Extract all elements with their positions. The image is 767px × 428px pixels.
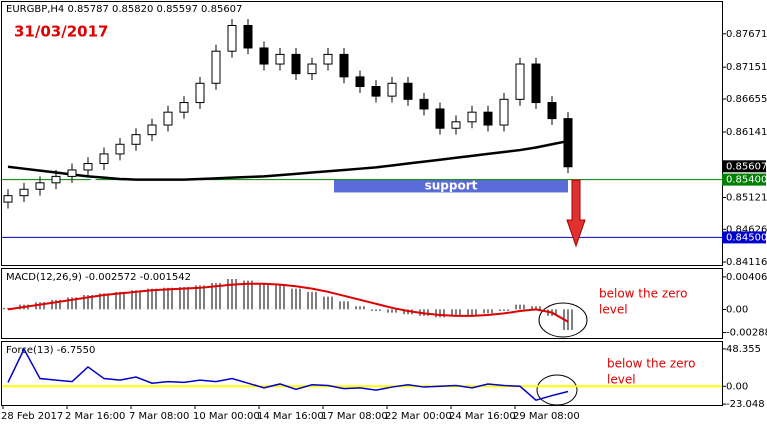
force-title: Force(13) -6.7550	[6, 345, 95, 356]
target-arrow	[566, 179, 586, 248]
zone-label: support	[425, 179, 478, 193]
candle-body	[163, 111, 173, 126]
candle-body	[499, 98, 509, 126]
x-tick-label: 10 Mar 00:00	[193, 411, 260, 422]
annotation: below the zero	[607, 357, 696, 371]
candle-body	[115, 143, 125, 155]
candle-body	[35, 182, 45, 190]
candle-body	[131, 134, 141, 145]
level-label: 0.85400	[726, 175, 767, 186]
x-tick-label: 29 Mar 08:00	[513, 411, 580, 422]
macd-frame	[1, 268, 723, 339]
annotation: level	[607, 373, 636, 387]
level-box	[722, 173, 766, 186]
candle-body	[419, 98, 429, 110]
candle-body	[563, 118, 573, 168]
candle-body	[3, 195, 13, 203]
candle-body	[51, 175, 61, 184]
highlight-circle	[538, 302, 588, 338]
candle-body	[531, 63, 541, 104]
candle-body	[339, 53, 349, 78]
moving-average	[71, 56, 569, 191]
y-tick-label: 0.86141	[726, 127, 767, 138]
x-tick-label: 2 Mar 16:00	[65, 411, 125, 422]
x-tick-label: 22 Mar 00:00	[385, 411, 452, 422]
candle-body	[211, 50, 221, 84]
candle-body	[67, 169, 77, 177]
x-tick-label: 17 Mar 08:00	[321, 411, 388, 422]
level-label: 0.84500	[726, 232, 767, 243]
price-box	[722, 160, 766, 173]
moving-average	[7, 139, 569, 181]
y-tick-label: 0.00	[726, 381, 748, 392]
candle-body	[355, 76, 365, 87]
candle-body	[435, 108, 445, 129]
x-tick-label: 24 Mar 16:00	[449, 411, 516, 422]
candle-body	[83, 163, 93, 171]
candle-body	[243, 25, 253, 49]
candle-body	[371, 85, 381, 97]
candle-body	[451, 121, 461, 129]
y-tick-label: 0.86655	[726, 94, 767, 105]
date-label: 31/03/2017	[14, 23, 108, 41]
y-tick-label: -23.048	[726, 399, 765, 410]
candle-body	[387, 82, 397, 97]
candle-body	[147, 124, 157, 136]
candle-body	[547, 102, 557, 120]
y-tick-label: 0.00	[726, 304, 748, 315]
y-tick-label: 0.87671	[726, 29, 767, 40]
y-tick-label: -0.002888	[726, 328, 767, 339]
signal-line	[7, 282, 569, 323]
candle-body	[275, 53, 285, 65]
candle-body	[323, 53, 333, 65]
candle-body	[179, 102, 189, 113]
macd-title: MACD(12,26,9) -0.002572 -0.001542	[6, 272, 191, 283]
price-frame	[1, 1, 723, 266]
y-tick-label: 48.355	[726, 344, 761, 355]
chart-title: EURGBP,H4 0.85787 0.85820 0.85597 0.8560…	[6, 4, 242, 15]
y-tick-label: 0.84116	[726, 257, 767, 268]
candle-body	[515, 63, 525, 100]
support-zone	[334, 179, 568, 193]
candle-body	[99, 153, 109, 165]
price-label: 0.85607	[726, 161, 767, 172]
y-tick-label: 0.84626	[726, 224, 767, 235]
force-frame	[1, 341, 723, 406]
candle-body	[291, 53, 301, 75]
level-box	[722, 231, 766, 244]
highlight-circle	[536, 374, 578, 406]
force-line	[7, 347, 569, 402]
y-tick-label: 0.87151	[726, 62, 767, 73]
candle-body	[259, 47, 269, 65]
annotation: below the zero	[599, 287, 688, 301]
candle-body	[467, 111, 477, 123]
candle-body	[227, 25, 237, 52]
x-tick-label: 28 Feb 2017	[1, 411, 63, 422]
candle-body	[307, 63, 317, 75]
candle-body	[195, 82, 205, 104]
candle-body	[403, 82, 413, 100]
candle-body	[19, 188, 29, 197]
x-tick-label: 7 Mar 08:00	[129, 411, 189, 422]
annotation: level	[599, 303, 628, 317]
candle-body	[483, 111, 493, 126]
y-tick-label: 0.004063	[726, 272, 767, 283]
x-tick-label: 14 Mar 16:00	[257, 411, 324, 422]
y-tick-label: 0.85121	[726, 193, 767, 204]
